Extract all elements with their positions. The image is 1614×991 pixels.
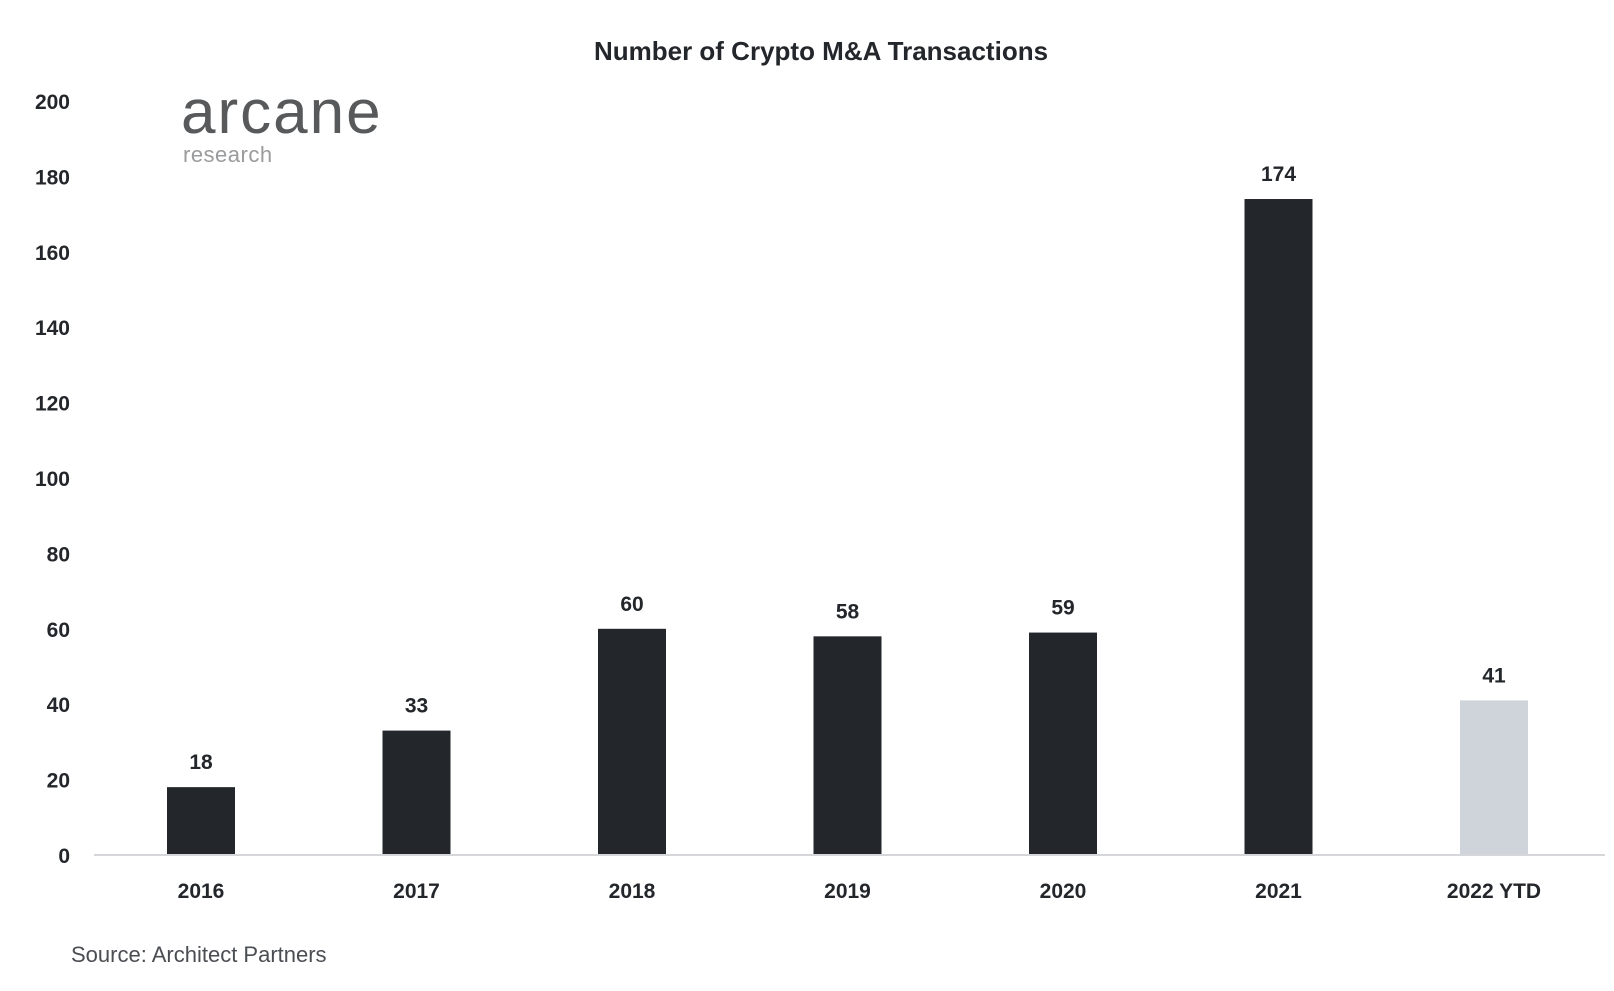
data-label: 58: [836, 600, 860, 623]
y-axis-ticks: 0 20 40 60 80 100 120 140 160 180 200: [35, 91, 70, 868]
x-tick-label: 2018: [609, 880, 656, 903]
chart-title: Number of Crypto M&A Transactions: [594, 36, 1048, 66]
x-tick-label: 2021: [1255, 880, 1302, 903]
bar: [1244, 199, 1313, 855]
y-tick-label: 180: [35, 166, 70, 189]
data-label: 60: [620, 593, 643, 616]
source-note: Source: Architect Partners: [71, 942, 327, 967]
bar: [382, 730, 451, 855]
logo: arcane research: [181, 78, 383, 167]
y-tick-label: 200: [35, 91, 70, 114]
y-tick-label: 60: [47, 619, 70, 642]
bar: [167, 787, 235, 855]
x-axis-ticks: 2016 2017 2018 2019 2020 2021 2022 YTD: [178, 880, 1541, 903]
y-tick-label: 20: [47, 770, 70, 793]
data-label: 33: [405, 695, 428, 718]
x-tick-label: 2016: [178, 880, 225, 903]
bar: [1029, 632, 1097, 855]
x-tick-label: 2019: [824, 880, 871, 903]
bar: [598, 628, 666, 855]
y-tick-label: 140: [35, 317, 70, 340]
x-tick-label: 2020: [1040, 880, 1087, 903]
data-label: 174: [1261, 163, 1296, 186]
data-label: 59: [1051, 597, 1074, 620]
y-tick-label: 120: [35, 393, 70, 416]
x-tick-label: 2022 YTD: [1447, 880, 1541, 903]
y-tick-label: 100: [35, 468, 70, 491]
data-label: 18: [189, 751, 213, 774]
y-tick-label: 40: [47, 694, 70, 717]
bar: [813, 636, 882, 855]
y-tick-label: 0: [58, 845, 70, 868]
data-label: 41: [1482, 664, 1506, 687]
bars: [167, 199, 1528, 855]
logo-wordmark: arcane: [181, 78, 383, 147]
bar: [1460, 700, 1528, 855]
logo-subtitle: research: [183, 142, 273, 167]
data-labels: 18 33 60 58 59 174 41: [189, 163, 1506, 774]
x-tick-label: 2017: [393, 880, 440, 903]
y-tick-label: 160: [35, 242, 70, 265]
y-tick-label: 80: [47, 543, 70, 566]
